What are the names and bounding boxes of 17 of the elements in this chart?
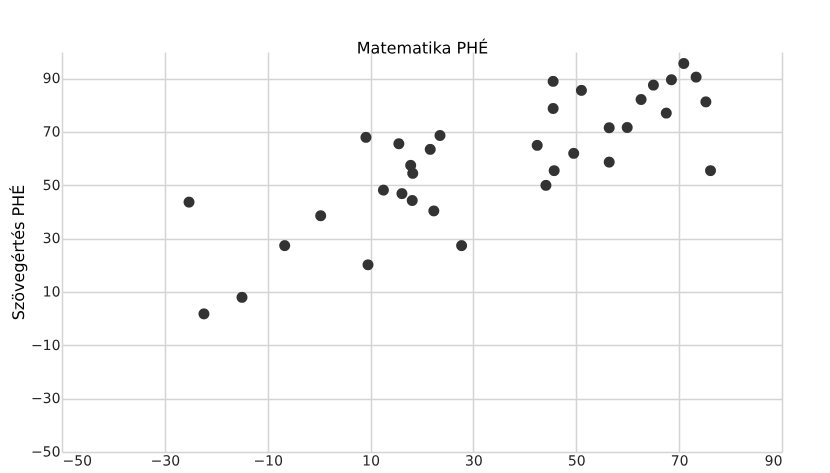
y-tick-label: 70	[42, 124, 60, 140]
x-tick-label: 50	[568, 454, 586, 470]
x-tick-label: −10	[253, 454, 283, 470]
x-tick-label: 90	[764, 454, 782, 470]
y-axis-title: Szövegértés PHÉ	[8, 184, 28, 320]
y-tick-label: 10	[42, 284, 60, 300]
y-tick-label: 90	[42, 71, 60, 88]
x-tick-label: −50	[62, 454, 92, 470]
y-tick-label: −10	[30, 338, 60, 354]
x-tick-label: 10	[362, 454, 380, 470]
x-tick-label: 70	[670, 454, 689, 470]
x-axis-title: Matematika PHÉ	[356, 38, 488, 58]
y-tick-label: 30	[42, 231, 60, 248]
x-tick-label: −30	[150, 454, 180, 470]
x-tick-label: 30	[465, 454, 483, 470]
y-tick-label: 50	[42, 178, 60, 194]
y-tick-label: −30	[30, 391, 60, 408]
